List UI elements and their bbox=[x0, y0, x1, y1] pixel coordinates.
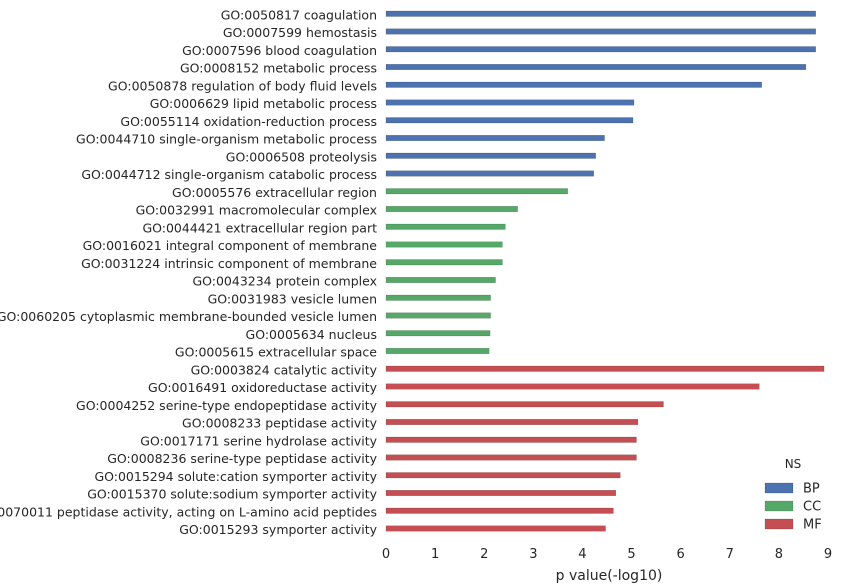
legend-label-mf: MF bbox=[803, 518, 822, 533]
bar-mf bbox=[385, 383, 760, 390]
bar-mf bbox=[385, 436, 637, 443]
bar-bp bbox=[385, 135, 605, 141]
category-label: GO:0016491 oxidoreductase activity bbox=[148, 380, 378, 395]
bar-cc bbox=[385, 348, 490, 354]
x-axis-label: p value(-log10) bbox=[556, 568, 663, 584]
category-label: GO:0015293 symporter activity bbox=[179, 522, 377, 537]
legend-swatch-cc bbox=[764, 500, 794, 512]
x-tick-label: 6 bbox=[677, 547, 685, 562]
bar-mf bbox=[385, 454, 637, 461]
category-label: GO:0007596 blood coagulation bbox=[182, 43, 377, 58]
category-label: GO:0005634 nucleus bbox=[246, 327, 377, 342]
bar-cc bbox=[385, 312, 491, 319]
legend-swatch-bp bbox=[764, 482, 794, 494]
bar-bp bbox=[385, 170, 594, 177]
bar-mf bbox=[385, 507, 614, 514]
category-label: GO:0005615 extracellular space bbox=[175, 345, 377, 360]
category-label: GO:0004252 serine-type endopeptidase act… bbox=[76, 398, 378, 413]
category-labels: GO:0050817 coagulation GO:0007599 hemosta… bbox=[0, 7, 378, 537]
bar-cc bbox=[385, 277, 496, 283]
x-tick-label: 1 bbox=[431, 547, 439, 562]
category-label: GO:0006629 lipid metabolic process bbox=[150, 96, 377, 111]
category-label: GO:0050817 coagulation bbox=[221, 7, 377, 22]
category-label: GO:0006508 proteolysis bbox=[226, 149, 377, 164]
bar-bp bbox=[385, 64, 807, 70]
bar-bp bbox=[385, 10, 816, 17]
legend-swatch-mf bbox=[764, 518, 794, 530]
category-label: GO:0070011 peptidase activity, acting on… bbox=[0, 504, 377, 519]
bar-cc bbox=[385, 330, 491, 337]
bar-mf bbox=[385, 525, 606, 532]
category-label: GO:0008233 peptidase activity bbox=[182, 416, 378, 431]
bar-cc bbox=[385, 188, 568, 195]
bar-cc bbox=[385, 241, 503, 248]
bars bbox=[385, 10, 825, 532]
category-label: GO:0007599 hemostasis bbox=[223, 25, 377, 40]
bar-cc bbox=[385, 223, 506, 230]
category-label: GO:0015370 solute:sodium symporter activ… bbox=[87, 487, 377, 502]
x-tick-label: 2 bbox=[480, 547, 488, 562]
bar-mf bbox=[385, 365, 825, 372]
bar-bp bbox=[385, 99, 635, 106]
x-axis-ticks: 0 1 2 3 4 5 6 7 8 9 bbox=[382, 547, 832, 562]
category-label: GO:0015294 solute:cation symporter activ… bbox=[94, 469, 377, 484]
category-label: GO:0044421 extracellular region part bbox=[142, 220, 377, 235]
category-label: GO:0032991 macromolecular complex bbox=[136, 203, 377, 218]
legend-label-bp: BP bbox=[803, 482, 820, 497]
bar-bp bbox=[385, 81, 762, 88]
legend-title: NS bbox=[785, 457, 802, 471]
x-tick-label: 9 bbox=[824, 547, 832, 562]
category-label: GO:0008152 metabolic process bbox=[180, 61, 377, 76]
legend-label-cc: CC bbox=[803, 500, 821, 515]
category-label: GO:0008236 serine-type peptidase activit… bbox=[107, 451, 377, 466]
x-tick-label: 4 bbox=[578, 547, 586, 562]
category-label: GO:0044712 single-organism catabolic pro… bbox=[81, 167, 377, 182]
category-label: GO:0055114 oxidation-reduction process bbox=[120, 114, 377, 129]
bar-bp bbox=[385, 117, 634, 124]
x-tick-label: 0 bbox=[382, 547, 390, 562]
legend-entries: BP CC MF bbox=[764, 482, 822, 533]
bar-mf bbox=[385, 472, 621, 479]
x-tick-label: 8 bbox=[775, 547, 783, 562]
bar-bp bbox=[385, 46, 816, 53]
category-label: GO:0016021 integral component of membran… bbox=[83, 238, 378, 253]
category-label: GO:0031983 vesicle lumen bbox=[208, 291, 377, 306]
category-label: GO:0044710 single-organism metabolic pro… bbox=[76, 132, 377, 147]
legend: NS BP CC MF bbox=[764, 457, 822, 533]
category-label: GO:0031224 intrinsic component of membra… bbox=[81, 256, 377, 271]
bar-mf bbox=[385, 419, 639, 425]
bar-cc bbox=[385, 294, 491, 301]
bar-cc bbox=[385, 259, 503, 266]
category-label: GO:0003824 catalytic activity bbox=[191, 362, 378, 377]
bar-bp bbox=[385, 152, 596, 159]
x-tick-label: 3 bbox=[529, 547, 537, 562]
category-label: GO:0043234 protein complex bbox=[192, 274, 377, 289]
bar-mf bbox=[385, 401, 664, 408]
bar-cc bbox=[385, 206, 518, 212]
category-label: GO:0005576 extracellular region bbox=[172, 185, 377, 200]
x-tick-label: 7 bbox=[726, 547, 734, 562]
category-label: GO:0017171 serine hydrolase activity bbox=[140, 433, 377, 448]
x-tick-label: 5 bbox=[627, 547, 635, 562]
category-label: GO:0050878 regulation of body fluid leve… bbox=[108, 78, 377, 93]
bar-bp bbox=[385, 28, 816, 35]
category-label: GO:0060205 cytoplasmic membrane-bounded … bbox=[0, 309, 377, 324]
bar-mf bbox=[385, 490, 617, 496]
